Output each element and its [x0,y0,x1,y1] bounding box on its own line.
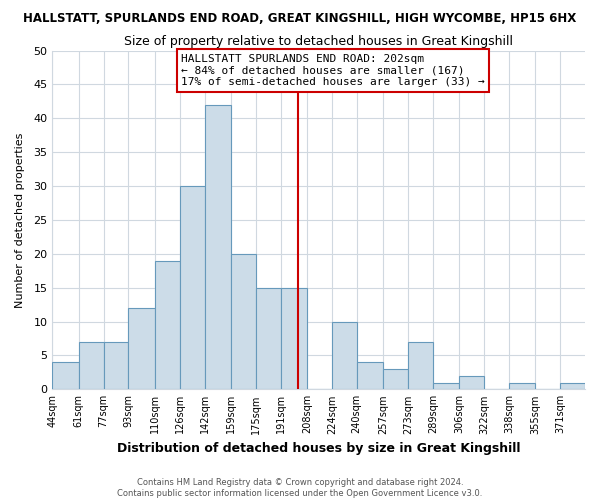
Bar [231,254,256,390]
Text: Contains HM Land Registry data © Crown copyright and database right 2024.
Contai: Contains HM Land Registry data © Crown c… [118,478,482,498]
Bar [179,186,205,390]
Bar [155,260,179,390]
Title: Size of property relative to detached houses in Great Kingshill: Size of property relative to detached ho… [124,35,513,48]
X-axis label: Distribution of detached houses by size in Great Kingshill: Distribution of detached houses by size … [117,442,520,455]
Text: HALLSTATT, SPURLANDS END ROAD, GREAT KINGSHILL, HIGH WYCOMBE, HP15 6HX: HALLSTATT, SPURLANDS END ROAD, GREAT KIN… [23,12,577,26]
Bar [281,288,307,390]
Text: HALLSTATT SPURLANDS END ROAD: 202sqm
← 84% of detached houses are smaller (167)
: HALLSTATT SPURLANDS END ROAD: 202sqm ← 8… [181,54,485,87]
Bar [332,322,357,390]
Bar [560,382,585,390]
Bar [408,342,433,390]
Bar [128,308,155,390]
Bar [256,288,281,390]
Y-axis label: Number of detached properties: Number of detached properties [15,132,25,308]
Bar [205,105,231,390]
Bar [433,382,459,390]
Bar [79,342,104,390]
Bar [459,376,484,390]
Bar [357,362,383,390]
Bar [52,362,79,390]
Bar [509,382,535,390]
Bar [104,342,128,390]
Bar [383,369,408,390]
